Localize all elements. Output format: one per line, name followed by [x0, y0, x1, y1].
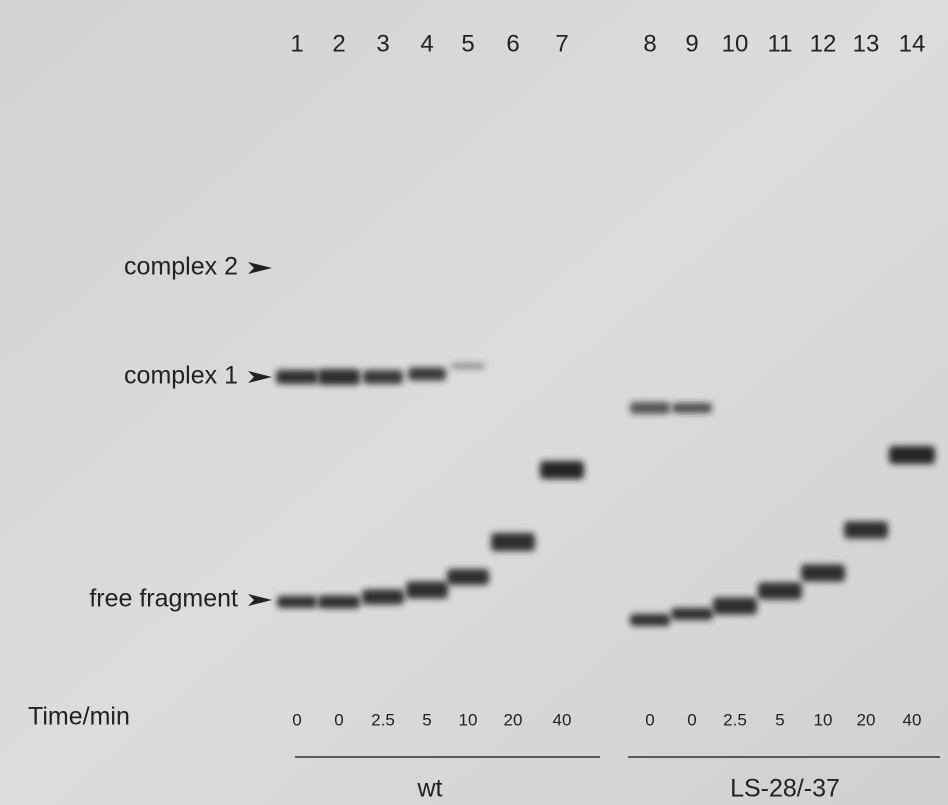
lane-number: 10 [722, 30, 749, 57]
arrow [248, 262, 272, 274]
lane-time: 5 [775, 710, 784, 729]
band [318, 369, 360, 385]
lane-number: 7 [555, 30, 568, 57]
band [362, 589, 404, 605]
band-label: free fragment [89, 585, 238, 613]
lane-time: 0 [645, 710, 654, 729]
band [630, 402, 670, 414]
band-label: complex 1 [124, 362, 238, 390]
arrow [248, 371, 272, 383]
band [758, 582, 802, 600]
band [801, 564, 845, 582]
band [844, 521, 888, 539]
lane-time: 40 [553, 710, 572, 729]
band [491, 533, 535, 551]
lane-number: 3 [376, 30, 389, 57]
lane-time: 2.5 [723, 710, 747, 729]
band-label: complex 2 [124, 253, 238, 281]
band [276, 370, 318, 384]
group-label: LS-28/-37 [730, 775, 840, 803]
band [406, 581, 448, 599]
lane-number: 14 [899, 30, 926, 57]
band [408, 367, 446, 381]
band [889, 446, 935, 464]
band [318, 595, 360, 609]
lane-number: 2 [332, 30, 345, 57]
lane-number: 11 [768, 30, 793, 57]
lane-time: 0 [687, 710, 696, 729]
arrow [248, 594, 272, 606]
band [672, 403, 712, 413]
lane-number: 9 [685, 30, 698, 57]
group-label: wt [417, 775, 443, 803]
lane-time: 20 [857, 710, 876, 729]
lane-number: 5 [461, 30, 474, 57]
lane-number: 12 [810, 30, 837, 57]
band [451, 363, 485, 369]
lane-number: 4 [420, 30, 433, 57]
bands [276, 363, 935, 626]
lane-time: 2.5 [371, 710, 395, 729]
band [447, 569, 489, 585]
lane-time: 20 [504, 710, 523, 729]
lane-number: 13 [853, 30, 880, 57]
band [630, 614, 670, 626]
band [671, 608, 713, 620]
lane-number: 1 [290, 30, 303, 57]
band [713, 597, 757, 615]
time-label: Time/min [28, 703, 130, 731]
lane-time: 0 [292, 710, 301, 729]
band [540, 461, 584, 479]
band [277, 596, 317, 608]
lane-number: 8 [643, 30, 656, 57]
lane-time: 5 [422, 710, 431, 729]
lane-time: 10 [459, 710, 478, 729]
lane-time: 40 [903, 710, 922, 729]
lane-time: 10 [814, 710, 833, 729]
lane-time: 0 [334, 710, 343, 729]
band [363, 370, 403, 384]
lane-number: 6 [506, 30, 519, 57]
